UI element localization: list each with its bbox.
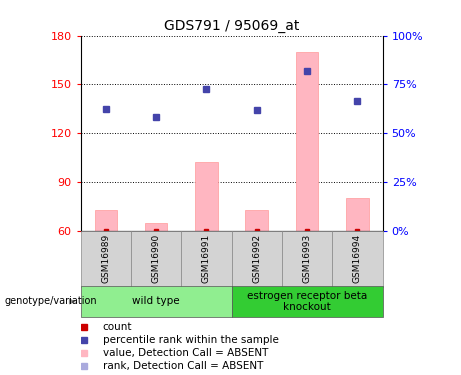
Bar	[282, 231, 332, 287]
Text: rank, Detection Call = ABSENT: rank, Detection Call = ABSENT	[103, 361, 263, 371]
Bar	[296, 52, 319, 231]
Text: genotype/variation: genotype/variation	[5, 297, 97, 306]
Bar	[195, 162, 218, 231]
Bar	[231, 286, 383, 317]
Bar	[81, 231, 131, 287]
Bar	[131, 231, 181, 287]
Text: count: count	[103, 322, 132, 332]
Text: estrogen receptor beta
knockout: estrogen receptor beta knockout	[247, 291, 367, 312]
Bar	[145, 222, 167, 231]
Bar	[346, 198, 369, 231]
Text: value, Detection Call = ABSENT: value, Detection Call = ABSENT	[103, 348, 268, 358]
Bar	[246, 210, 268, 231]
Text: GSM16994: GSM16994	[353, 234, 362, 284]
Text: GSM16990: GSM16990	[152, 234, 161, 284]
Title: GDS791 / 95069_at: GDS791 / 95069_at	[164, 19, 299, 33]
Bar	[81, 286, 231, 317]
Bar	[95, 210, 117, 231]
Text: GSM16989: GSM16989	[101, 234, 110, 284]
Text: wild type: wild type	[132, 297, 180, 306]
Text: percentile rank within the sample: percentile rank within the sample	[103, 335, 279, 345]
Bar	[181, 231, 231, 287]
Text: GSM16991: GSM16991	[202, 234, 211, 284]
Bar	[231, 231, 282, 287]
Text: GSM16992: GSM16992	[252, 234, 261, 284]
Text: GSM16993: GSM16993	[302, 234, 312, 284]
Bar	[332, 231, 383, 287]
